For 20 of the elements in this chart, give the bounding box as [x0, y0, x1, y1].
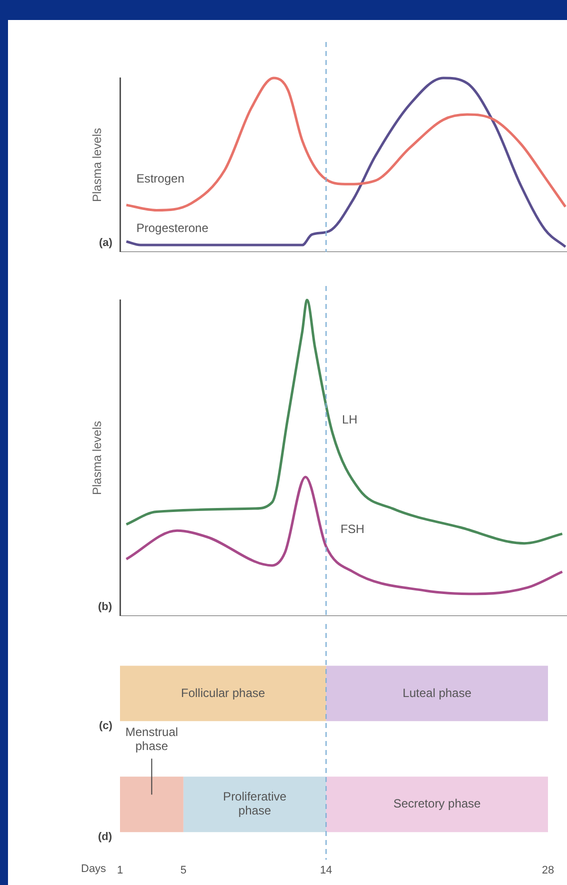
- series-label: Luteal phase: [402, 686, 472, 700]
- text: (b): [98, 600, 112, 614]
- x-tick-label: 28: [542, 864, 554, 876]
- y-axis-title: Plasma levels: [90, 128, 104, 202]
- series-label: FSH: [340, 522, 364, 536]
- text: (a): [99, 236, 112, 250]
- x-tick-label: 14: [320, 864, 332, 876]
- series-label: Proliferative phase: [223, 790, 287, 818]
- x-tick-label: 5: [180, 864, 186, 876]
- x-tick-label: 1: [116, 864, 124, 876]
- series-label: Follicular phase: [181, 686, 266, 700]
- series-label: Menstrual phase: [125, 724, 178, 753]
- text: (d): [98, 830, 112, 844]
- series-label: Estrogen: [136, 171, 184, 186]
- series-label: LH: [342, 412, 358, 426]
- x-axis-title: Days: [81, 862, 106, 876]
- series-label: Progesterone: [136, 220, 209, 235]
- text: (c): [99, 719, 112, 734]
- series-label: Secretory phase: [393, 796, 482, 811]
- y-axis-title: Plasma levels: [90, 420, 104, 496]
